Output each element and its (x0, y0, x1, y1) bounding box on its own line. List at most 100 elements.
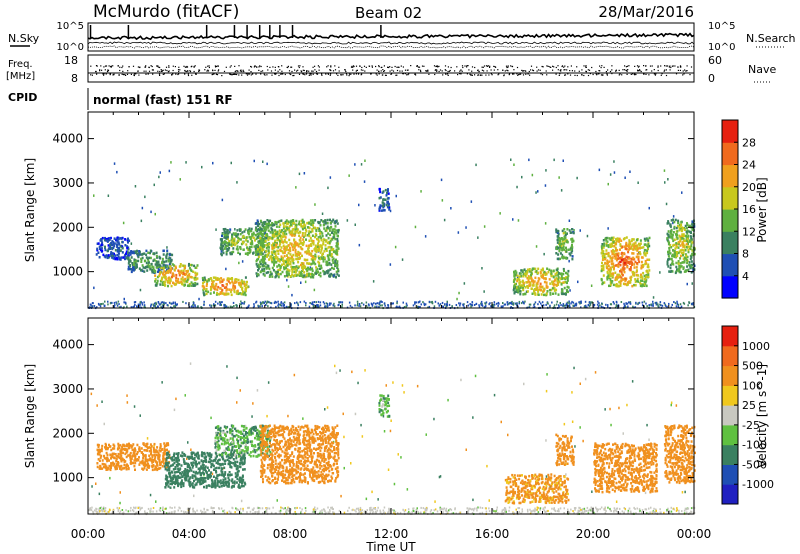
echo-cell (324, 229, 327, 233)
echo-cell (317, 240, 320, 243)
echo-cell (305, 229, 308, 233)
ground-scatter-cell (333, 302, 335, 305)
ground-scatter-cell (580, 306, 582, 309)
freq-dot (653, 73, 655, 75)
echo-cell (121, 240, 124, 244)
echo-cell (301, 218, 304, 222)
echo-cell (299, 272, 302, 275)
echo-cell (607, 244, 610, 247)
echo-cell (617, 257, 620, 260)
echo-cell (635, 269, 638, 272)
echo-cell (647, 247, 649, 250)
ground-scatter-cell (402, 508, 404, 511)
echo-cell (672, 254, 675, 258)
ground-scatter-cell (236, 305, 238, 308)
echo-cell (387, 197, 390, 200)
freq-dot (234, 65, 236, 67)
echo-cell (291, 258, 294, 261)
ground-scatter-cell (591, 301, 593, 304)
ground-scatter-cell (150, 303, 152, 306)
echo-cell (235, 242, 238, 245)
ground-scatter-cell (227, 306, 229, 309)
echo-cell (266, 255, 268, 258)
freq-dot (134, 73, 136, 75)
echo-cell (323, 227, 326, 230)
echo-cell (335, 229, 338, 232)
echo-cell (522, 293, 525, 296)
echo-cell (623, 262, 626, 265)
echo-cell (301, 265, 304, 269)
echo-cell (524, 286, 527, 289)
ground-scatter-cell (317, 305, 319, 308)
echo-cell (684, 257, 687, 260)
freq-dot (178, 70, 180, 73)
freq-dot (193, 70, 195, 73)
echo-cell (533, 291, 536, 295)
echo-cell (243, 284, 246, 287)
echo-cell (621, 245, 624, 248)
echo-cell (188, 262, 190, 266)
echo-cell (184, 266, 186, 269)
echo-cell (308, 239, 311, 242)
freq-dot (346, 74, 348, 76)
freq-dot (490, 69, 492, 71)
ground-scatter-cell (659, 301, 662, 304)
echo-cell (566, 272, 569, 276)
echo-cell (229, 252, 232, 256)
echo-cell (250, 227, 253, 231)
freq-dot (598, 73, 600, 75)
freq-dot (442, 74, 444, 76)
scatter-cell (443, 218, 446, 222)
echo-cell (527, 286, 530, 289)
ground-scatter-cell (451, 305, 453, 308)
freq-dot (269, 66, 271, 68)
echo-cell (178, 273, 181, 277)
echo-cell (318, 264, 321, 267)
echo-cell (555, 247, 558, 250)
freq-dot (250, 71, 252, 73)
freq-dot (281, 70, 283, 72)
echo-cell (124, 253, 127, 257)
freq-dot (217, 65, 219, 67)
freq-dot (186, 70, 188, 73)
scatter-cell (577, 280, 579, 284)
echo-cell (263, 229, 266, 233)
ground-scatter-cell (270, 302, 273, 305)
echo-cell (268, 258, 271, 261)
echo-cell (692, 224, 695, 228)
echo-cell (519, 290, 521, 293)
echo-cell (304, 228, 307, 232)
scatter-cell (304, 280, 307, 284)
scatter-cell (569, 289, 571, 292)
echo-cell (671, 262, 673, 265)
freq-dot (91, 74, 93, 76)
echo-cell (127, 254, 130, 257)
ground-scatter-cell (423, 302, 425, 305)
echo-cell (275, 261, 278, 264)
echo-cell (332, 267, 335, 270)
freq-dot (447, 70, 449, 73)
freq-dot (365, 66, 367, 68)
echo-cell (164, 275, 167, 279)
echo-cell (384, 198, 387, 201)
ground-scatter-cell (365, 304, 368, 307)
freq-dot (287, 65, 289, 67)
ground-scatter-cell (248, 304, 250, 307)
echo-cell (691, 249, 694, 252)
echo-cell (532, 284, 535, 287)
echo-cell (557, 293, 560, 296)
echo-cell (620, 239, 623, 242)
freq-dot (382, 69, 384, 71)
freq-dot (348, 73, 351, 75)
freq-dot (671, 65, 673, 67)
ground-scatter-cell (518, 300, 521, 303)
echo-cell (168, 263, 171, 266)
echo-cell (265, 222, 268, 226)
freq-dot (390, 73, 392, 75)
echo-cell (108, 256, 111, 259)
ground-scatter-cell (648, 507, 650, 510)
echo-cell (555, 277, 558, 280)
echo-cell (291, 255, 294, 259)
echo-cell (275, 243, 278, 246)
echo-cell (270, 244, 273, 247)
